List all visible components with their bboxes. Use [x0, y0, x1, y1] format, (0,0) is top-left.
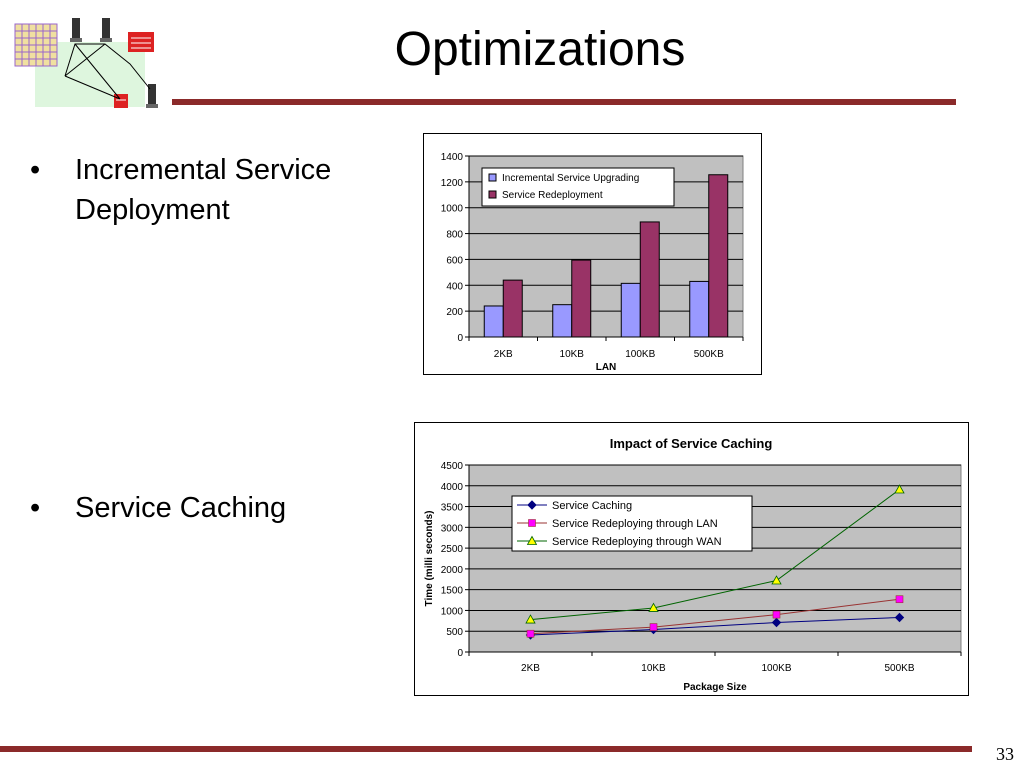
y-tick-label: 4500 — [441, 461, 464, 472]
data-point — [648, 602, 659, 612]
data-point — [895, 595, 904, 604]
bar-incremental — [689, 280, 710, 338]
data-point — [649, 623, 658, 631]
x-tick-label: 2KB — [521, 663, 540, 674]
x-tick-label: 500KB — [884, 663, 914, 674]
legend-swatch — [488, 190, 497, 199]
bullet-marker: • — [30, 154, 41, 186]
x-tick-label: 10KB — [560, 349, 585, 360]
y-tick-label: 0 — [457, 333, 463, 344]
slide-title: Optimizations — [394, 23, 686, 76]
y-axis-label: Time (milli seconds) — [424, 511, 435, 607]
data-point — [526, 629, 535, 638]
y-tick-label: 2000 — [441, 565, 464, 576]
title-rule — [172, 99, 956, 105]
data-point — [894, 484, 905, 494]
network-logo-icon — [14, 18, 158, 108]
x-tick-label: 100KB — [625, 349, 655, 360]
bar-incremental — [552, 304, 573, 338]
x-axis-label: Package Size — [683, 682, 747, 693]
line-chart-frame: Impact of Service Caching 0 500 1000 1500 200… — [414, 422, 969, 696]
chart-title: Impact of Service Caching — [610, 436, 773, 451]
page-number: 33 — [996, 744, 1014, 764]
legend-swatch — [488, 173, 497, 182]
logo-links — [64, 43, 151, 100]
logo-server-icon-3 — [146, 84, 158, 108]
data-point — [771, 617, 782, 628]
line-legend: Service Caching Service Redeploying throu… — [511, 495, 753, 552]
legend-marker — [527, 500, 537, 510]
x-tick-label: 100KB — [761, 663, 791, 674]
bar-chart-frame: 0 200 400 600 800 1000 1200 1400 2KB 10KB 100KB 500… — [423, 133, 762, 375]
legend-label: Service Redeployment — [502, 190, 603, 201]
y-tick-label: 3500 — [441, 503, 464, 514]
bullet-text: Incremental Service Deployment — [75, 154, 332, 226]
bar-redeployment — [639, 221, 660, 338]
y-tick-label: 1000 — [441, 204, 464, 215]
logo-grid-node-1 — [14, 23, 58, 67]
bar-chart: 0 200 400 600 800 1000 1200 1400 2KB 10KB 100KB 500… — [441, 152, 744, 373]
y-tick-label: 200 — [446, 307, 463, 318]
bar-redeployment — [502, 279, 523, 338]
logo-red-node-2 — [114, 94, 128, 108]
y-tick-label: 3000 — [441, 523, 464, 534]
y-tick-label: 400 — [446, 281, 463, 292]
legend-label: Service Redeploying through WAN — [552, 536, 722, 548]
x-tick-label: 10KB — [641, 663, 666, 674]
logo-server-icon-1 — [70, 18, 82, 42]
x-tick-label: 500KB — [694, 349, 724, 360]
data-point — [894, 612, 905, 623]
bar-incremental — [620, 282, 641, 338]
logo-server-icon-2 — [100, 18, 112, 42]
line-chart: Impact of Service Caching 0 500 1000 1500 200… — [424, 436, 962, 693]
data-point — [772, 610, 781, 619]
series-1 — [526, 595, 904, 638]
series-line — [530, 489, 900, 621]
y-tick-label: 1200 — [441, 178, 464, 189]
x-axis-label: LAN — [596, 362, 617, 373]
legend-box — [511, 495, 753, 552]
y-tick-label: 1000 — [441, 606, 464, 617]
legend-marker — [526, 535, 538, 545]
y-tick-label: 2500 — [441, 544, 464, 555]
y-tick-label: 500 — [446, 627, 463, 638]
data-point — [525, 614, 536, 624]
y-tick-label: 600 — [446, 255, 463, 266]
y-tick-label: 1500 — [441, 586, 464, 597]
plot-area — [468, 464, 962, 653]
bullet-text: Service Caching — [75, 492, 287, 524]
logo-red-node-1 — [128, 32, 154, 52]
series-line — [530, 598, 900, 635]
legend-label: Service Redeploying through LAN — [552, 518, 718, 530]
bar-legend: Incremental Service Upgrading Service Red… — [481, 167, 675, 207]
bullet-marker: • — [30, 492, 41, 524]
legend-label: Incremental Service Upgrading — [502, 173, 639, 184]
bar-redeployment — [571, 259, 592, 338]
y-tick-label: 800 — [446, 230, 463, 241]
x-tick-label: 2KB — [494, 349, 513, 360]
bar-redeployment — [708, 174, 729, 338]
footer-rule — [0, 746, 972, 752]
legend-label: Service Caching — [552, 500, 632, 512]
series-line — [530, 617, 900, 636]
y-tick-label: 0 — [457, 648, 463, 659]
data-point — [771, 575, 782, 585]
legend-box — [481, 167, 675, 207]
legend-marker — [528, 519, 536, 527]
bar-incremental — [483, 305, 504, 338]
series-2 — [525, 484, 905, 624]
y-tick-label: 1400 — [441, 152, 464, 163]
y-tick-label: 4000 — [441, 482, 464, 493]
